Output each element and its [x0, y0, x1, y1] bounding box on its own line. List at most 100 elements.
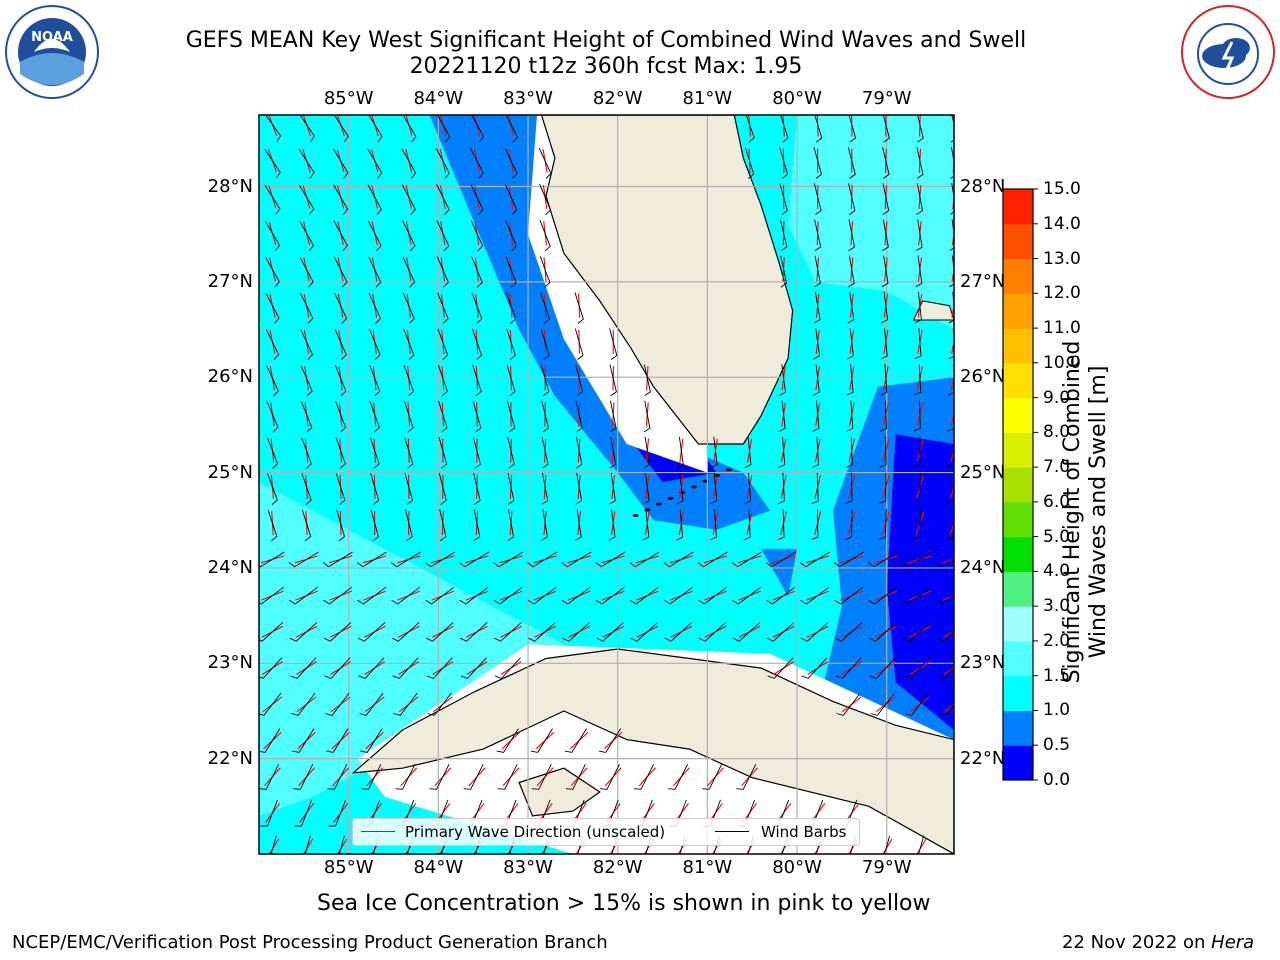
colorbar-tick-label: 4.0 — [1043, 561, 1071, 582]
wind-barb — [844, 509, 853, 541]
wind-barb — [813, 328, 821, 360]
wind-barb — [470, 220, 484, 252]
footer-date: 22 Nov 2022 on Hera — [1062, 933, 1254, 953]
wind-barb — [506, 400, 516, 433]
wind-barb — [880, 364, 888, 396]
wind-barb — [912, 509, 922, 540]
wind-barb — [744, 472, 752, 505]
lat-label-right: 24°N — [960, 556, 1006, 578]
colorbar-tick-label: 1.0 — [1043, 700, 1071, 721]
wind-barb — [882, 183, 890, 215]
wind-barb — [404, 473, 414, 505]
wind-barb — [493, 551, 524, 568]
wind-barb — [561, 586, 591, 605]
wind-barb — [266, 401, 279, 433]
wind-barb — [360, 728, 383, 753]
wind-barb — [813, 147, 823, 179]
wind-barb — [470, 148, 484, 179]
map-layer — [259, 115, 954, 854]
lat-label-left: 22°N — [207, 747, 253, 769]
wind-barb — [507, 509, 515, 541]
lon-label-top: 79°W — [861, 88, 912, 109]
colorbar-tick-label: 5.0 — [1043, 526, 1071, 547]
wind-barb — [848, 183, 856, 215]
wind-barb — [291, 692, 316, 716]
wind-barb — [903, 622, 931, 642]
wind-barb — [505, 220, 517, 252]
wind-barb — [811, 436, 819, 468]
wind-barb — [334, 365, 347, 397]
wind-barb — [846, 364, 854, 396]
wind-barb — [914, 327, 922, 360]
lon-label-bottom: 83°W — [503, 857, 553, 878]
wind-barb — [946, 516, 954, 540]
colorbar-tick-label: 1.5 — [1043, 665, 1071, 686]
wind-barb — [663, 551, 694, 568]
wind-barb — [267, 509, 278, 542]
wind-barb — [765, 551, 796, 568]
wind-barb — [299, 256, 314, 288]
wind-barb — [950, 146, 954, 179]
wave-direction-arrow — [950, 448, 954, 463]
wind-barb — [848, 115, 857, 143]
wind-barb — [361, 763, 382, 790]
wind-barb — [833, 551, 864, 568]
colorbar-segment — [1003, 223, 1033, 260]
lon-label-bottom: 80°W — [772, 857, 822, 878]
wind-barb — [777, 472, 785, 505]
wind-barb — [870, 692, 895, 716]
wind-barb — [473, 509, 481, 541]
wind-barb — [779, 147, 789, 179]
wind-barb — [538, 147, 552, 179]
wind-barb — [298, 184, 315, 215]
lat-label-right: 25°N — [960, 461, 1006, 483]
wind-barb — [527, 586, 557, 605]
wind-barb — [912, 472, 921, 504]
lat-label-left: 23°N — [207, 652, 253, 674]
wind-barb — [368, 328, 381, 361]
wind-barb — [505, 256, 517, 288]
lat-label-right: 27°N — [960, 270, 1006, 292]
wind-barb — [676, 509, 684, 541]
wind-barb — [629, 586, 659, 605]
colorbar-segment — [1003, 571, 1033, 607]
lon-label-top: 81°W — [682, 88, 733, 109]
wind-barb — [697, 551, 728, 568]
wind-barb — [564, 728, 587, 753]
colorbar-tick-label: 11.0 — [1043, 318, 1081, 339]
wind-barb — [540, 328, 550, 360]
lat-label-right: 23°N — [960, 652, 1006, 674]
wind-barb — [868, 586, 898, 605]
wind-barb — [507, 473, 515, 505]
lat-label-right: 22°N — [960, 747, 1006, 769]
wind-barb — [879, 472, 887, 504]
wind-barb — [472, 364, 482, 397]
wave-zone-ne-1_5-2m — [788, 115, 954, 330]
wind-barb — [425, 551, 456, 568]
wind-barb — [436, 220, 450, 252]
wind-barb — [335, 473, 346, 505]
lat-label-left: 28°N — [207, 175, 253, 197]
wind-barb — [323, 586, 353, 605]
wind-barb — [266, 437, 279, 469]
wind-barb — [504, 148, 518, 179]
colorbar-segment — [1003, 432, 1033, 468]
wind-barb — [814, 115, 823, 143]
wind-barb — [438, 473, 447, 505]
land-isla-juventud — [518, 767, 601, 817]
wind-barb — [541, 509, 548, 541]
wind-barb — [473, 473, 481, 505]
wind-barb — [731, 551, 762, 568]
wind-barb — [561, 551, 592, 568]
wind-barb — [292, 728, 315, 753]
wave-zone-0-0_5m-bahamas — [886, 434, 954, 730]
wind-barb — [335, 437, 346, 469]
wind-barb — [702, 763, 723, 790]
wind-barb — [367, 220, 382, 252]
wind-barb — [811, 509, 819, 541]
wind-barb — [936, 595, 954, 605]
wave-direction-arrow — [951, 339, 954, 354]
wind-barb — [259, 657, 283, 679]
wind-barb — [539, 256, 551, 288]
wind-barb — [403, 364, 415, 397]
